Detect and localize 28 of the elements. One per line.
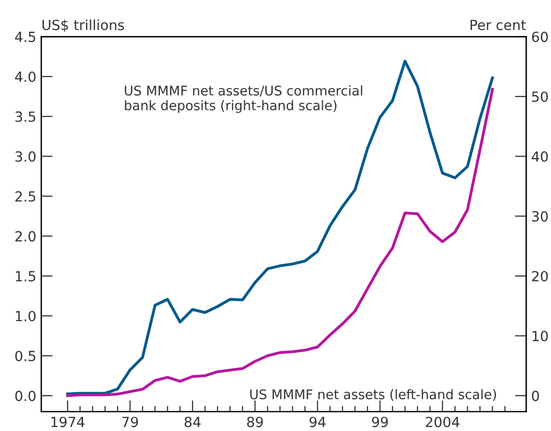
- x-tick-label: 2004: [426, 416, 460, 428]
- y2-tick-label: 50: [532, 91, 548, 102]
- x-tick-label: 1974: [51, 416, 84, 428]
- x-tick-label: 99: [372, 416, 388, 428]
- y2-tick-label: 30: [532, 211, 548, 222]
- y-tick-label: 1.5: [16, 271, 36, 282]
- y-tick-label: 4.0: [15, 71, 36, 82]
- y-axis-title: US$ trillions: [42, 19, 124, 32]
- y-tick-label: 4.5: [15, 32, 36, 42]
- y2-tick-label: 0: [532, 390, 539, 402]
- y2-tick-label: 60: [532, 32, 548, 42]
- x-tick-label: 89: [247, 416, 263, 428]
- y-tick-label: 2.5: [15, 191, 36, 202]
- x-tick-label: 79: [122, 416, 138, 428]
- y-tick-label: 3.5: [15, 111, 36, 122]
- y-tick-label: 0.5: [15, 350, 36, 362]
- series-label: US MMMF net assets (left-hand scale): [250, 389, 496, 401]
- y-tick-label: 3.0: [15, 151, 36, 162]
- y2-axis-title: Per cent: [470, 20, 526, 30]
- y-tick-label: 0.0: [15, 390, 36, 402]
- x-tick-label: 84: [184, 416, 201, 428]
- y2-tick-label: 20: [532, 270, 548, 282]
- y2-tick-label: 10: [532, 330, 548, 342]
- series-label: US MMMF net assets/US commercial bank deposits (right-hand scale): [124, 85, 362, 113]
- y-tick-label: 1.0: [16, 310, 36, 322]
- y-tick-label: 2.0: [15, 231, 36, 242]
- x-tick-label: 94: [310, 416, 326, 428]
- y2-tick-label: 40: [532, 151, 548, 162]
